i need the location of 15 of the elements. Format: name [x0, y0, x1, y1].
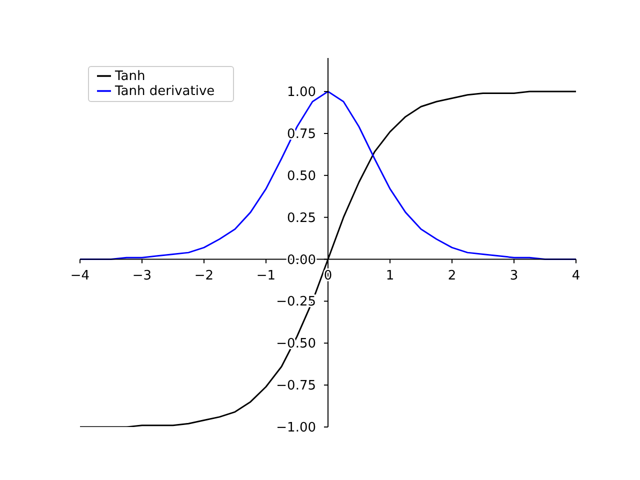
y-tick-label: −1.00: [276, 420, 316, 436]
legend-label: Tanh: [115, 69, 146, 84]
x-tick-label: 4: [572, 268, 580, 284]
x-tick-label: 1: [386, 268, 394, 284]
x-tick-label: 2: [448, 268, 456, 284]
y-tick-label: 0.50: [287, 168, 316, 184]
x-tick-label: −2: [194, 268, 214, 284]
x-tick-label: −1: [256, 268, 276, 284]
y-tick-label: 1.00: [287, 85, 316, 100]
x-tick-label: −3: [132, 268, 152, 284]
legend-label: Tanh derivative: [115, 84, 215, 99]
y-tick-label: −0.75: [276, 378, 316, 394]
y-tick-label: 0.25: [287, 210, 316, 226]
x-tick-label: 3: [510, 268, 518, 284]
x-tick-label: −4: [70, 268, 90, 284]
